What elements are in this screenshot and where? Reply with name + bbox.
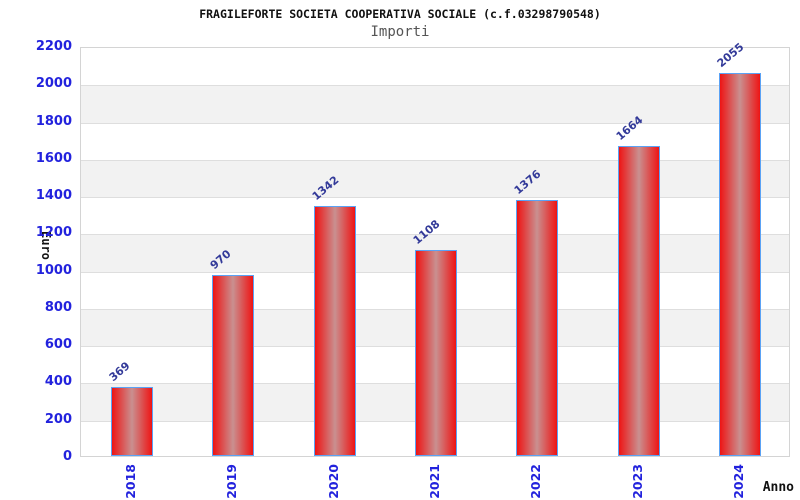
bar-2022	[516, 199, 559, 456]
bar-2021	[415, 249, 457, 456]
y-tick-label: 1600	[35, 150, 72, 166]
bar-2024	[719, 73, 762, 456]
x-tick-label: 2021	[426, 464, 444, 500]
x-tick-text: 2020	[325, 464, 341, 499]
y-tick-label: 400	[44, 374, 72, 390]
x-tick-label: 2024	[730, 464, 748, 500]
chart-title: FRAGILEFORTE SOCIETA COOPERATIVA SOCIALE…	[199, 7, 601, 21]
x-tick-text: 2021	[427, 464, 442, 499]
x-tick-label: 2023	[629, 464, 647, 500]
x-tick-text: 2023	[629, 464, 645, 499]
x-tick-label: 2018	[122, 464, 140, 500]
bar-2023	[617, 145, 660, 456]
y-tick-label: 2200	[35, 39, 72, 54]
bar-2019	[212, 275, 255, 456]
x-axis-title: Anno	[762, 480, 794, 495]
gridline	[81, 159, 789, 161]
x-tick-text: 2022	[528, 464, 544, 499]
x-tick-text: 2019	[224, 464, 240, 499]
gridline	[81, 85, 789, 87]
y-tick-label: 2000	[35, 76, 72, 92]
y-tick-label: 800	[44, 299, 72, 315]
y-tick-label: 1800	[35, 113, 72, 129]
y-tick-label: 0	[62, 449, 72, 464]
grid-band	[81, 85, 789, 123]
gridline	[81, 234, 789, 236]
gridline	[81, 197, 789, 199]
x-tick-label: 2022	[527, 464, 545, 500]
grid-band	[81, 159, 789, 198]
y-axis-title: Euro	[39, 231, 53, 260]
gridline	[81, 122, 789, 124]
bar-2018	[110, 387, 153, 456]
y-tick-label: 1400	[35, 188, 72, 204]
plot-area	[80, 47, 790, 457]
y-tick-label: 1000	[35, 262, 72, 278]
bar-2020	[313, 205, 356, 456]
x-tick-text: 2018	[122, 464, 138, 499]
y-tick-label: 600	[44, 337, 72, 353]
x-tick-text: 2024	[731, 464, 747, 499]
x-tick-label: 2020	[325, 464, 343, 500]
y-tick-label: 200	[44, 411, 72, 427]
y-tick-label: 1200	[35, 225, 72, 241]
chart-subtitle: Importi	[370, 24, 430, 40]
x-tick-label: 2019	[223, 464, 241, 500]
